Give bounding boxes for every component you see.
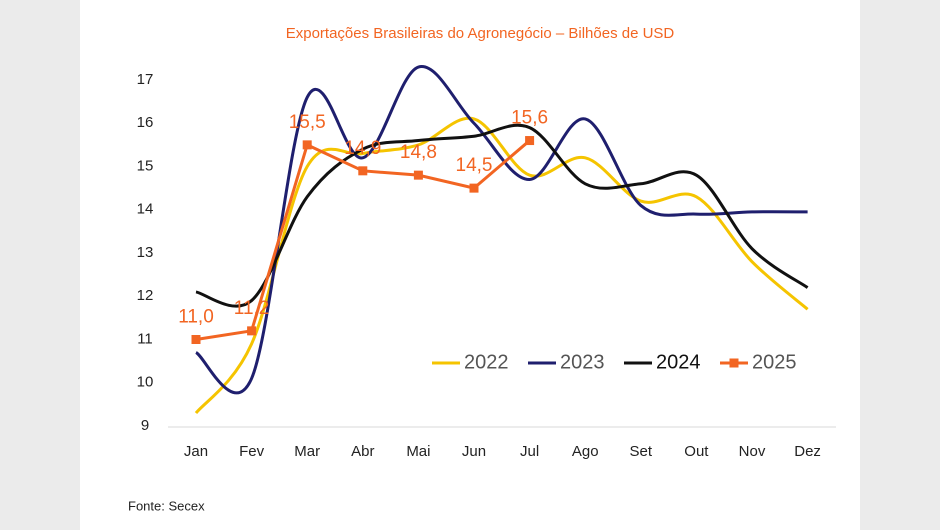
x-tick-label: Jul [520, 443, 539, 460]
legend-marker [729, 358, 739, 368]
x-tick-label: Abr [351, 443, 374, 460]
y-tick-label: 12 [137, 287, 154, 304]
marker [413, 170, 423, 180]
legend-label: 2023 [560, 351, 605, 373]
chart-title: Exportações Brasileiras do Agronegócio –… [286, 25, 675, 42]
x-tick-label: Nov [739, 443, 766, 460]
y-tick-label: 9 [141, 417, 149, 434]
data-label: 11,0 [178, 307, 214, 328]
x-tick-label: Jun [462, 443, 486, 460]
y-tick-label: 11 [137, 330, 153, 347]
series-line [194, 116, 809, 415]
x-tick-label: Set [630, 443, 653, 460]
series-line [195, 123, 809, 308]
x-tick-label: Fev [239, 443, 265, 460]
data-label: 11,2 [234, 298, 270, 319]
panel [80, 0, 860, 530]
x-tick-label: Mar [294, 443, 320, 460]
y-tick-label: 14 [137, 201, 154, 218]
x-tick-label: Jan [184, 443, 208, 460]
x-tick-label: Mai [406, 443, 430, 460]
y-tick-label: 10 [137, 374, 154, 391]
marker [469, 183, 479, 193]
data-label: 14,5 [456, 155, 493, 176]
y-tick-label: 16 [137, 114, 154, 131]
marker [247, 326, 257, 336]
legend-label: 2024 [656, 351, 701, 373]
source: Fonte: Secex [128, 498, 205, 513]
data-label: 14,8 [400, 142, 437, 163]
legend-label: 2025 [752, 351, 797, 373]
y-tick-label: 15 [137, 157, 154, 174]
data-label: 15,6 [511, 108, 548, 129]
marker [191, 335, 201, 344]
data-label: 14,9 [344, 138, 381, 159]
y-tick-label: 13 [137, 244, 154, 261]
marker [525, 136, 535, 146]
marker [302, 140, 312, 150]
legend-label: 2022 [464, 351, 509, 373]
marker [358, 166, 368, 176]
data-label: 15,5 [289, 112, 326, 133]
y-tick-label: 17 [137, 71, 154, 88]
x-tick-label: Out [684, 443, 709, 460]
x-tick-label: Dez [794, 443, 821, 460]
x-tick-label: Ago [572, 443, 599, 460]
